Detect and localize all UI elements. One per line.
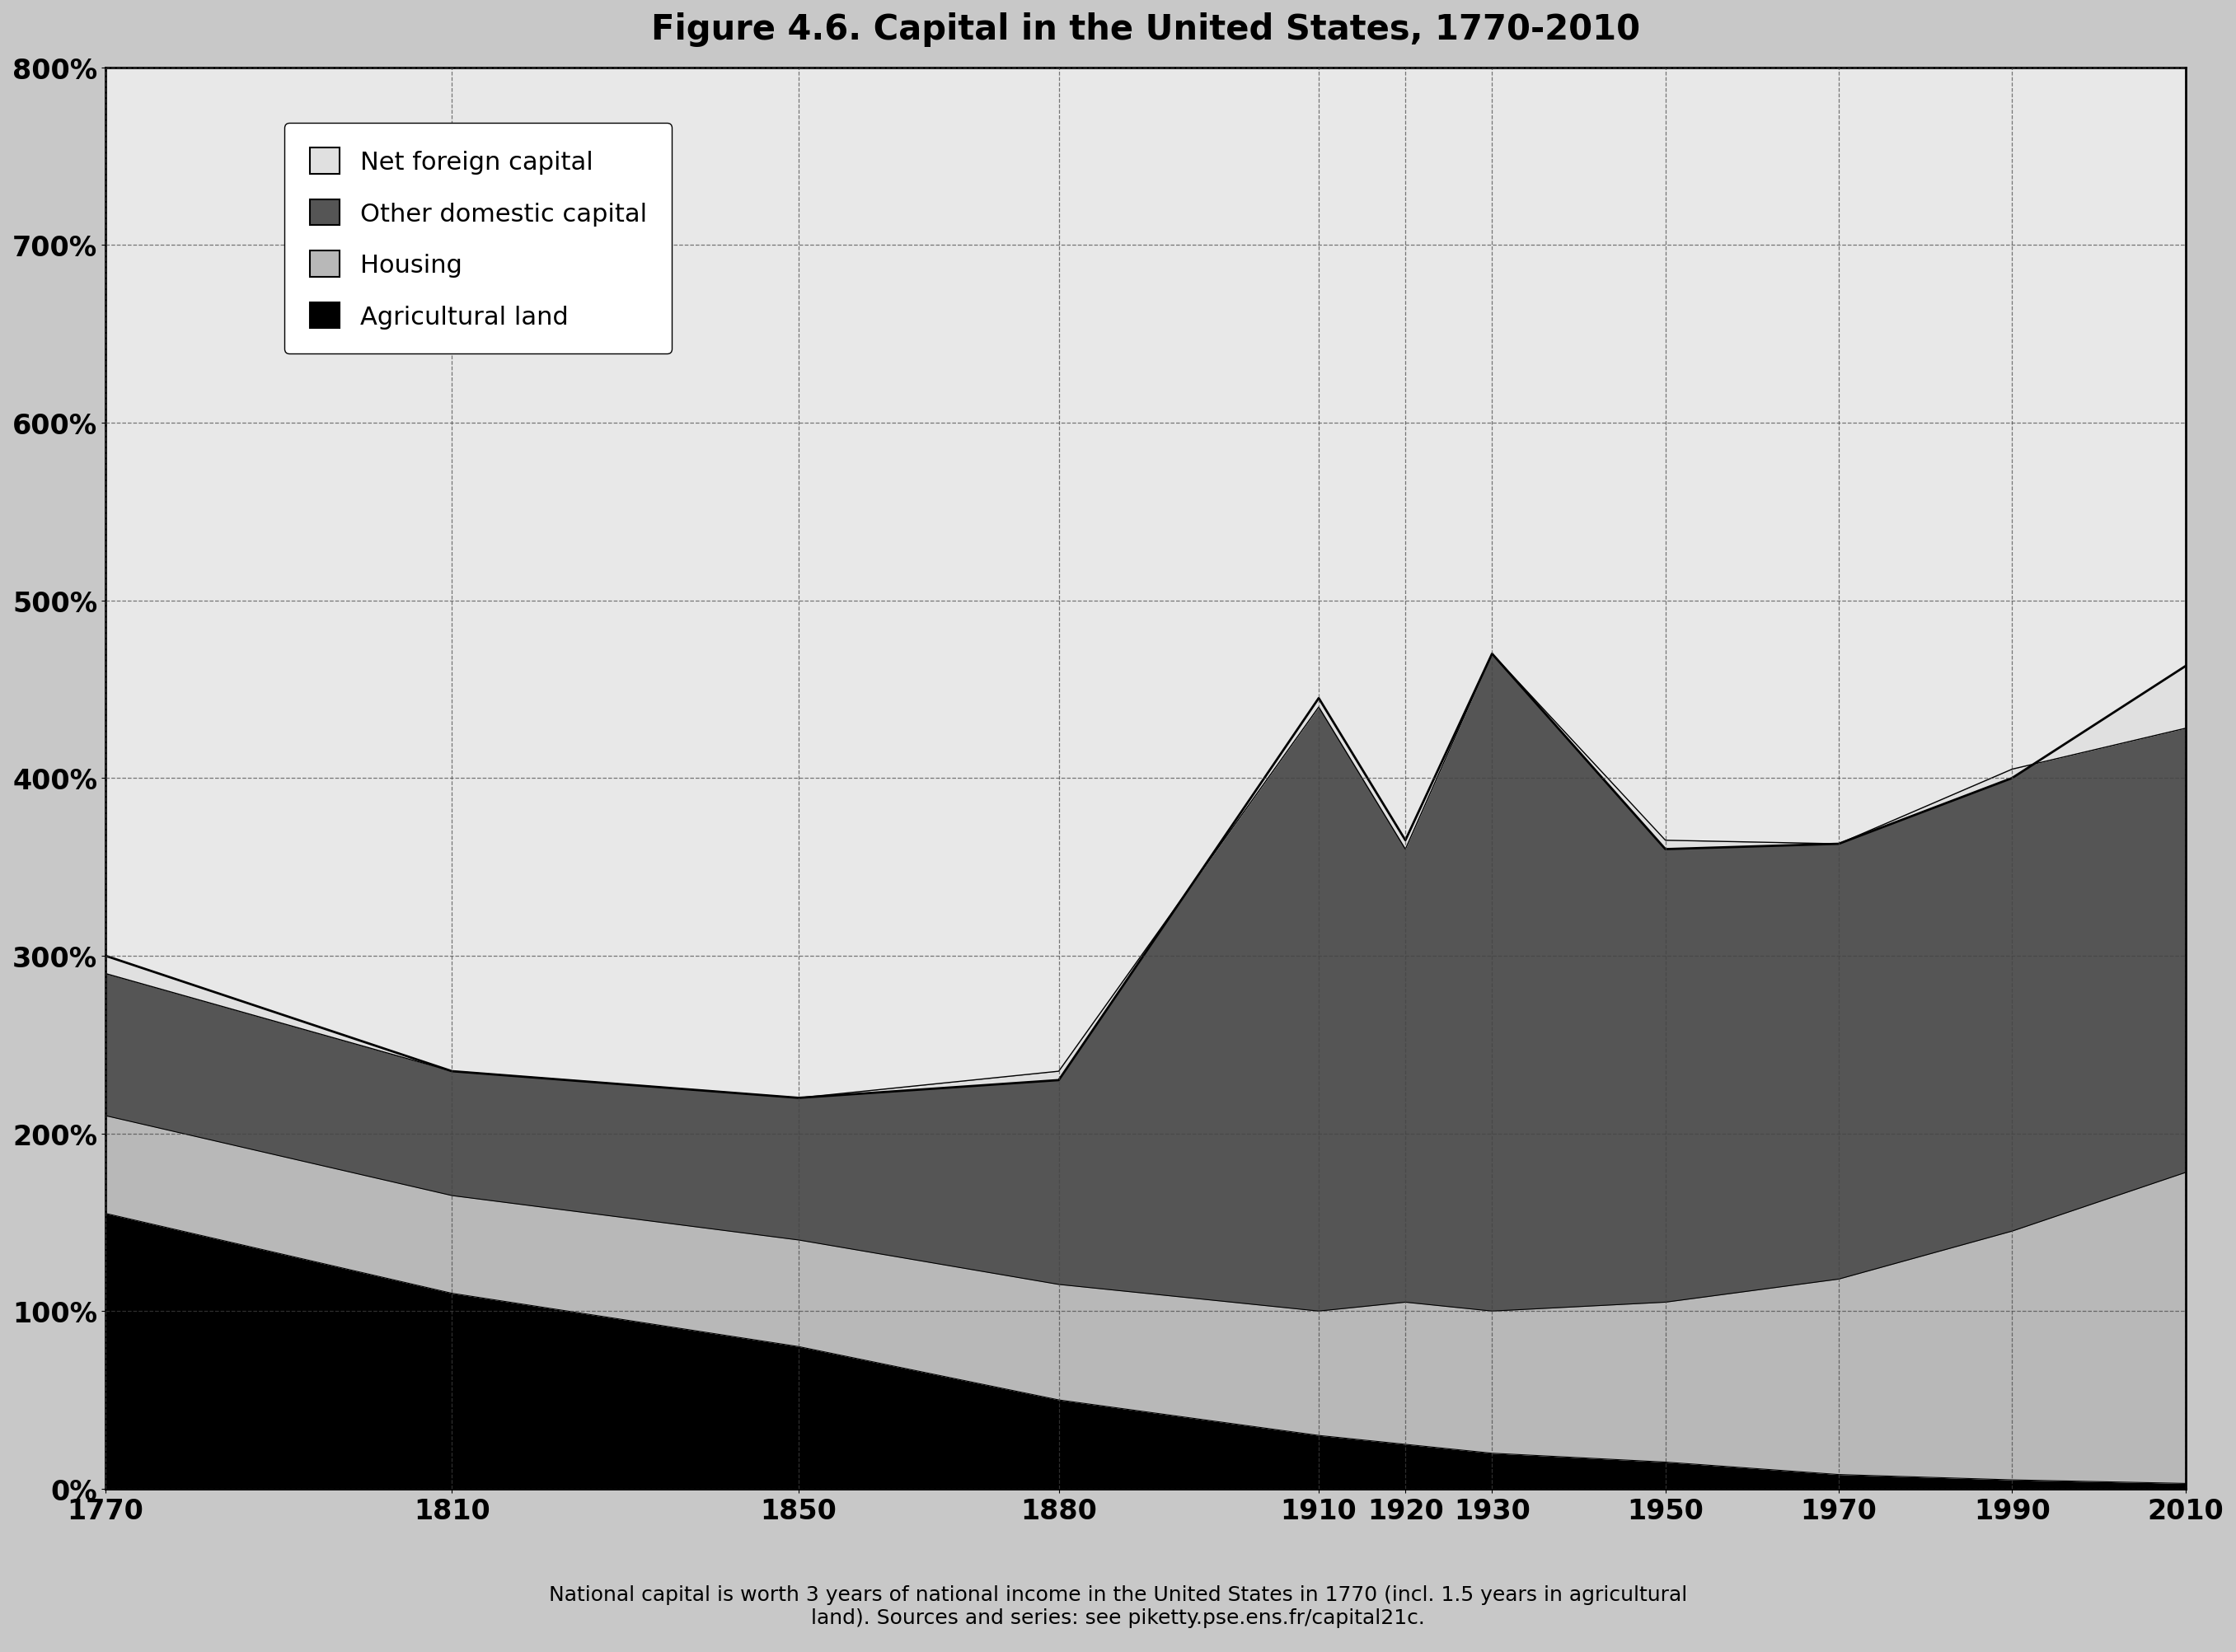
Title: Figure 4.6. Capital in the United States, 1770-2010: Figure 4.6. Capital in the United States…: [651, 12, 1639, 46]
Text: National capital is worth 3 years of national income in the United States in 177: National capital is worth 3 years of nat…: [548, 1584, 1688, 1627]
Legend: Net foreign capital, Other domestic capital, Housing, Agricultural land: Net foreign capital, Other domestic capi…: [284, 124, 673, 355]
